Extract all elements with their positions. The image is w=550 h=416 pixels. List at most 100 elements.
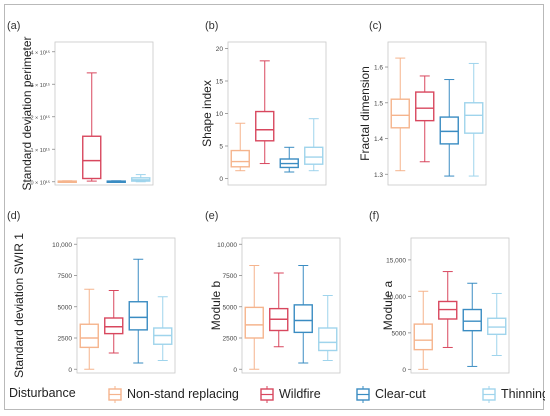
box-clear-cut: [293, 265, 313, 364]
box-thinning: [318, 295, 338, 361]
y-tick-label: 7500: [58, 273, 73, 280]
box-thinning: [464, 62, 484, 177]
legend-item-thinning: Thinning: [482, 386, 549, 403]
legend-label: Clear-cut: [375, 387, 426, 401]
y-tick-label: 10,000: [52, 242, 72, 249]
panel-c: (c) Fractal dimension 1.3 1.4 1.5 1.6: [358, 20, 487, 186]
panel-label: (b): [205, 20, 218, 32]
y-tick-label: 0 × 10¹⁵: [30, 179, 50, 186]
box-iqr: [230, 149, 250, 168]
box-iqr: [439, 116, 459, 145]
y-tick-label: 3 × 10¹⁵: [30, 82, 50, 89]
box-iqr: [413, 323, 433, 351]
box-iqr: [462, 308, 482, 332]
panel-label: (c): [369, 20, 382, 32]
y-tick-label: 1.5: [374, 100, 383, 107]
y-tick-label: 20: [216, 46, 224, 53]
y-tick-label: 1.3: [374, 172, 383, 179]
box-iqr: [487, 317, 507, 336]
figure: (a) Standard deviation perimeter 0 × 10¹⁵ 1…: [4, 4, 549, 410]
panel-e: (e) Module b 0 2500 5000 7500 10,000: [205, 210, 341, 374]
box-non-stand-replacing: [79, 288, 99, 370]
y-tick-label: 5000: [58, 304, 73, 311]
legend-item-non-stand-replacing: Non-stand replacing: [108, 386, 239, 403]
y-tick-label: 5000: [392, 330, 407, 337]
box-iqr: [415, 91, 435, 122]
box-iqr: [104, 317, 124, 335]
y-tick-label: 1.6: [374, 65, 383, 72]
panel-b: (b) Shape index 0 5 10 15 20: [200, 20, 327, 186]
y-axis-label: Module b: [209, 280, 223, 330]
legend-label: Wildfire: [279, 387, 321, 401]
box-non-stand-replacing: [413, 290, 433, 370]
y-axis-label: Module a: [381, 280, 395, 330]
plot-frame: [387, 41, 487, 186]
box-iqr: [244, 306, 264, 339]
box-wildfire: [415, 75, 435, 163]
box-thinning: [487, 292, 507, 356]
box-clear-cut: [279, 146, 299, 173]
y-axis-label: Shape index: [200, 80, 214, 147]
box-iqr: [304, 146, 324, 165]
panel-f: (f) Module a 0 5000 10,000 15,000: [369, 210, 510, 374]
box-clear-cut: [106, 180, 126, 184]
box-clear-cut: [462, 282, 482, 367]
box-wildfire: [269, 272, 289, 348]
legend: Disturbance Non-stand replacing Wildfire Cl…: [9, 386, 549, 403]
box-iqr: [128, 301, 148, 331]
y-tick-label: 5000: [223, 304, 238, 311]
panel-d: (d) Standard deviation SWIR 1 0 2500 5000 750…: [7, 210, 176, 378]
y-tick-label: 10,000: [386, 294, 406, 301]
y-tick-label: 0: [402, 367, 406, 374]
plot-frame: [54, 41, 154, 186]
y-tick-label: 0: [233, 367, 237, 374]
y-tick-label: 10,000: [217, 242, 237, 249]
box-clear-cut: [128, 258, 148, 364]
y-axis-label: Standard deviation perimeter: [20, 36, 34, 190]
box-iqr: [79, 323, 99, 349]
plot-frame: [241, 237, 341, 374]
box-thinning: [153, 296, 173, 361]
y-tick-label: 2500: [58, 336, 73, 343]
y-tick-label: 4 × 10¹⁵: [30, 49, 50, 56]
panel-label: (d): [7, 210, 20, 222]
box-iqr: [318, 327, 338, 352]
y-axis-label: Fractal dimension: [358, 66, 372, 161]
box-wildfire: [438, 271, 458, 348]
box-wildfire: [104, 290, 124, 354]
box-thinning: [304, 118, 324, 172]
panel-label: (e): [205, 210, 218, 222]
legend-title: Disturbance: [9, 386, 76, 400]
legend-item-clear-cut: Clear-cut: [356, 386, 426, 403]
box-non-stand-replacing: [57, 180, 77, 184]
y-tick-label: 5: [219, 144, 223, 151]
box-iqr: [464, 102, 484, 134]
box-thinning: [131, 174, 151, 183]
box-iqr: [438, 300, 458, 320]
y-tick-label: 7500: [223, 273, 238, 280]
box-wildfire: [82, 72, 102, 182]
box-non-stand-replacing: [390, 57, 410, 172]
legend-label: Non-stand replacing: [127, 387, 239, 401]
plot-frame: [76, 237, 176, 374]
y-tick-label: 15,000: [386, 257, 406, 264]
box-non-stand-replacing: [230, 122, 250, 172]
y-tick-label: 1.4: [374, 136, 383, 143]
box-clear-cut: [439, 79, 459, 177]
legend-label: Thinning: [501, 387, 545, 401]
box-iqr: [82, 135, 102, 180]
plot-frame: [410, 237, 510, 374]
box-wildfire: [255, 60, 275, 165]
box-iqr: [390, 98, 410, 129]
y-tick-label: 10: [216, 111, 224, 118]
y-tick-label: 2500: [223, 336, 238, 343]
y-tick-label: 1 × 10¹⁵: [30, 147, 50, 154]
y-tick-label: 0: [219, 176, 223, 183]
legend-item-wildfire: Wildfire: [260, 386, 321, 403]
panel-label: (f): [369, 210, 379, 222]
y-tick-label: 2 × 10¹⁵: [30, 114, 50, 121]
box-iqr: [255, 110, 275, 142]
y-tick-label: 0: [68, 367, 72, 374]
